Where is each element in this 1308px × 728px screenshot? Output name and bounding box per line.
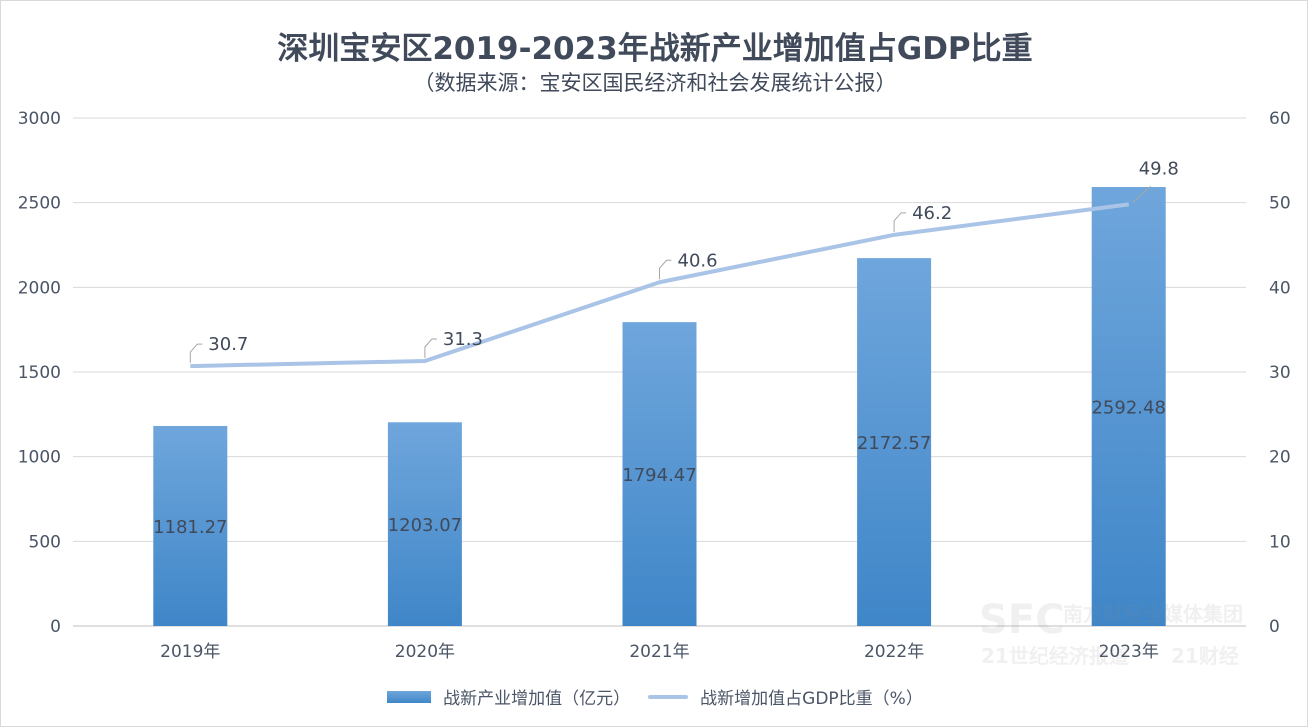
bar-data-label: 1203.07 <box>388 515 462 536</box>
bar <box>153 425 228 626</box>
leader-line <box>189 343 203 364</box>
bar-data-label: 2592.48 <box>1091 398 1165 419</box>
bar <box>857 258 932 626</box>
left-tick-label: 2000 <box>18 278 61 298</box>
chart-title: 深圳宝安区2019-2023年战新产业增加值占GDP比重 <box>277 31 1033 67</box>
leader-line <box>1132 185 1152 203</box>
leader-line <box>893 212 907 232</box>
svg-text:21世纪经济报道: 21世纪经济报道 <box>981 644 1129 668</box>
legend-bar-label: 战新产业增加值（亿元） <box>443 689 631 709</box>
chart-subtitle: （数据来源：宝安区国民经济和社会发展统计公报） <box>413 71 897 95</box>
line-data-label: 31.3 <box>443 329 483 350</box>
leader-line <box>424 338 437 358</box>
right-tick-label: 20 <box>1269 448 1291 468</box>
right-tick-label: 30 <box>1269 363 1291 383</box>
right-tick-label: 10 <box>1269 532 1291 552</box>
legend-line-swatch <box>648 694 689 699</box>
left-tick-label: 1500 <box>18 363 61 383</box>
right-tick-label: 0 <box>1269 617 1280 637</box>
bar <box>387 422 462 626</box>
legend-line-label: 战新增加值占GDP比重（%） <box>700 689 923 709</box>
line-data-label: 49.8 <box>1139 158 1179 179</box>
bar <box>622 322 697 626</box>
right-tick-label: 40 <box>1269 278 1291 298</box>
legend-bar-swatch <box>387 690 432 703</box>
left-tick-label: 0 <box>50 617 61 637</box>
left-tick-label: 3000 <box>18 109 61 129</box>
x-tick-label: 2022年 <box>864 642 924 662</box>
svg-text:21财经: 21财经 <box>1171 644 1239 668</box>
right-tick-label: 50 <box>1269 194 1291 214</box>
right-tick-label: 60 <box>1269 109 1291 129</box>
bar <box>1091 187 1166 626</box>
line-data-label: 40.6 <box>678 250 718 271</box>
svg-text:SFC: SFC <box>979 597 1065 643</box>
left-tick-label: 1000 <box>18 448 61 468</box>
bar-data-label: 1794.47 <box>622 465 696 486</box>
left-tick-label: 2500 <box>18 194 61 214</box>
x-tick-label: 2023年 <box>1099 642 1159 662</box>
x-tick-label: 2019年 <box>160 642 220 662</box>
x-tick-label: 2020年 <box>395 642 455 662</box>
bar-data-label: 1181.27 <box>153 517 227 538</box>
x-tick-label: 2021年 <box>629 642 689 662</box>
watermark-logo: SFC 南方财经全媒体集团 21世纪经济报道 21财经 <box>979 597 1243 668</box>
line-data-label: 30.7 <box>208 334 248 355</box>
line-series <box>190 202 1129 369</box>
bar-data-label: 2172.57 <box>857 433 931 454</box>
left-tick-label: 500 <box>29 532 61 552</box>
line-data-label: 46.2 <box>912 203 952 224</box>
legend: 战新产业增加值（亿元） 战新增加值占GDP比重（%） <box>1 684 1308 709</box>
leader-line <box>659 259 672 280</box>
svg-text:南方财经全媒体集团: 南方财经全媒体集团 <box>1063 602 1243 626</box>
